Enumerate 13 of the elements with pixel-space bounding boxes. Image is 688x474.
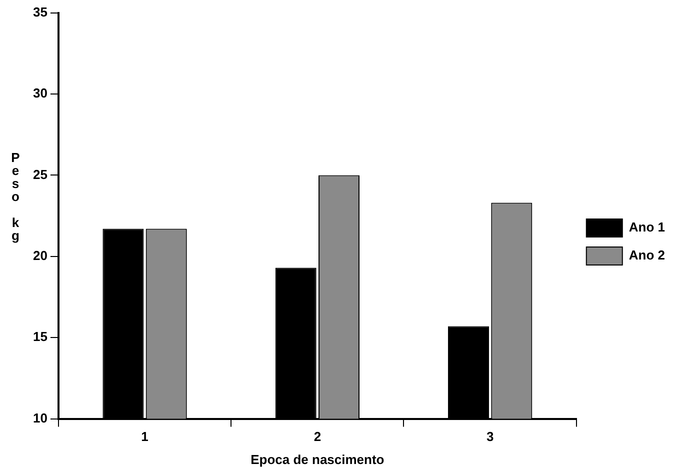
legend-label: Ano 1 [628,220,666,235]
x-tick-label: 3 [486,429,494,444]
x-axis-title: Epoca de nascimento [250,452,384,467]
y-tick-label: 10 [32,410,48,426]
y-axis-title: Peso kg [8,150,23,241]
x-tick-label: 1 [141,429,148,444]
y-tick-label: 30 [32,86,48,101]
y-tick-label: 25 [32,166,48,182]
legend-label: Ano 2 [628,248,666,263]
y-tick-label: 20 [32,248,48,263]
x-tick-label: 2 [314,429,322,444]
y-tick-label: 35 [32,4,48,20]
y-tick-label: 15 [32,329,48,344]
